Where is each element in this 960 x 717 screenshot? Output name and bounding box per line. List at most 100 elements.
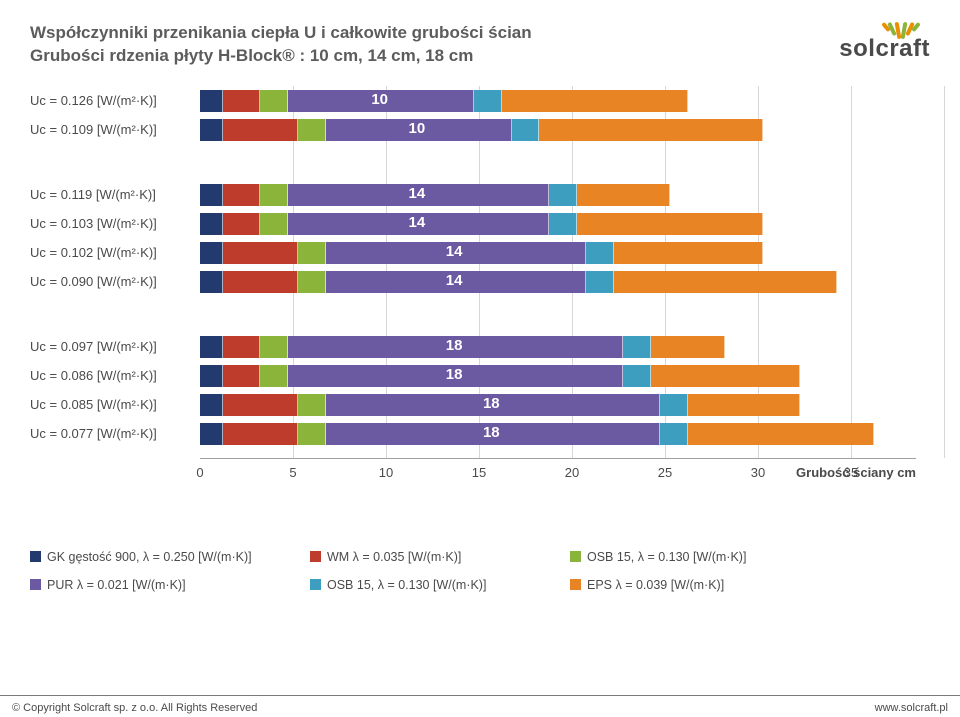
bar-segment-wm [223,394,297,416]
bar-segment-gk [200,423,223,445]
chart-row: Uc = 0.097 [W/(m²·K)] 18 [30,336,916,358]
stacked-bar [200,213,763,235]
title-block: Współczynniki przenikania ciepła U i cał… [30,22,532,68]
core-label: 18 [446,337,463,354]
bar-segment-osb_out [512,119,540,141]
bar-segment-gk [200,90,223,112]
core-label: 10 [409,120,426,137]
legend-label: WM λ = 0.035 [W/(m·K)] [327,550,461,564]
bar-segment-gk [200,184,223,206]
bar-segment-wm [223,119,297,141]
bar-segment-wm [223,271,297,293]
chart: Grubość ściany cm 05101520253035Uc = 0.1… [30,86,930,498]
legend-label: PUR λ = 0.021 [W/(m·K)] [47,578,186,592]
bar-segment-gk [200,394,223,416]
x-tick: 35 [844,465,858,480]
bar-segment-osb_out [586,242,614,264]
core-label: 14 [446,243,463,260]
legend-label: EPS λ = 0.039 [W/(m·K)] [587,578,724,592]
bar-segment-eps [539,119,762,141]
x-tick: 20 [565,465,579,480]
footer: © Copyright Solcraft sp. z o.o. All Righ… [0,695,960,717]
bar-segment-osb_out [623,365,651,387]
legend-item-osb_out: OSB 15, λ = 0.130 [W/(m·K)] [310,578,570,592]
row-label: Uc = 0.085 [W/(m²·K)] [30,397,190,412]
stacked-bar [200,423,874,445]
bar-segment-osb_in [298,394,326,416]
row-label: Uc = 0.102 [W/(m²·K)] [30,245,190,260]
bar-segment-osb_in [298,423,326,445]
bar-segment-gk [200,336,223,358]
chart-row: Uc = 0.102 [W/(m²·K)] 14 [30,242,916,264]
bar-segment-osb_out [549,184,577,206]
bar-segment-eps [614,242,763,264]
swatch-icon [310,551,321,562]
bar-segment-osb_in [260,90,288,112]
bar-segment-osb_out [660,423,688,445]
bar-segment-wm [223,213,260,235]
chart-row: Uc = 0.103 [W/(m²·K)] 14 [30,213,916,235]
bar-segment-gk [200,213,223,235]
grid-line [944,86,945,458]
swatch-icon [30,551,41,562]
bar-segment-wm [223,423,297,445]
x-tick: 25 [658,465,672,480]
swatch-icon [310,579,321,590]
bar-segment-eps [577,184,670,206]
stacked-bar [200,184,670,206]
title-line-1: Współczynniki przenikania ciepła U i cał… [30,22,532,45]
footer-right: www.solcraft.pl [875,702,948,714]
footer-left: © Copyright Solcraft sp. z o.o. All Righ… [12,702,257,714]
stacked-bar [200,336,725,358]
bar-segment-eps [651,336,725,358]
row-label: Uc = 0.103 [W/(m²·K)] [30,216,190,231]
core-label: 14 [409,214,426,231]
row-label: Uc = 0.086 [W/(m²·K)] [30,368,190,383]
bar-segment-eps [577,213,763,235]
bar-segment-osb_in [260,365,288,387]
bar-segment-osb_in [298,242,326,264]
chart-row: Uc = 0.109 [W/(m²·K)] 10 [30,119,916,141]
row-label: Uc = 0.077 [W/(m²·K)] [30,426,190,441]
page: Współczynniki przenikania ciepła U i cał… [0,0,960,717]
logo: solcraft [839,22,930,63]
legend-item-eps: EPS λ = 0.039 [W/(m·K)] [570,578,830,592]
bar-segment-osb_out [623,336,651,358]
core-label: 14 [446,272,463,289]
bar-segment-eps [502,90,688,112]
bar-segment-gk [200,242,223,264]
core-label: 18 [446,366,463,383]
row-label: Uc = 0.109 [W/(m²·K)] [30,122,190,137]
chart-row: Uc = 0.077 [W/(m²·K)]18 [30,423,916,445]
bar-segment-osb_in [260,184,288,206]
bar-segment-wm [223,90,260,112]
header: Współczynniki przenikania ciepła U i cał… [30,22,930,68]
swatch-icon [30,579,41,590]
x-tick: 15 [472,465,486,480]
x-tick: 0 [196,465,203,480]
x-tick: 30 [751,465,765,480]
stacked-bar [200,394,800,416]
legend-label: GK gęstość 900, λ = 0.250 [W/(m·K)] [47,550,252,564]
bar-segment-eps [614,271,837,293]
bar-segment-osb_in [298,119,326,141]
stacked-bar [200,119,763,141]
bar-segment-osb_out [474,90,502,112]
stacked-bar [200,271,837,293]
row-label: Uc = 0.119 [W/(m²·K)] [30,187,190,202]
bar-segment-wm [223,365,260,387]
stacked-bar [200,242,763,264]
bar-segment-gk [200,365,223,387]
chart-row: Uc = 0.085 [W/(m²·K)] 18 [30,394,916,416]
bar-segment-wm [223,242,297,264]
legend-item-pur: PUR λ = 0.021 [W/(m·K)] [30,578,310,592]
swatch-icon [570,551,581,562]
legend-label: OSB 15, λ = 0.130 [W/(m·K)] [327,578,486,592]
core-label: 18 [483,395,500,412]
bar-segment-osb_in [260,336,288,358]
chart-row: Uc = 0.086 [W/(m²·K)] 18 [30,365,916,387]
chart-row: Uc = 0.126 [W/(m²·K)]10 [30,90,916,112]
row-label: Uc = 0.126 [W/(m²·K)] [30,93,190,108]
bar-segment-gk [200,271,223,293]
row-label: Uc = 0.097 [W/(m²·K)] [30,339,190,354]
